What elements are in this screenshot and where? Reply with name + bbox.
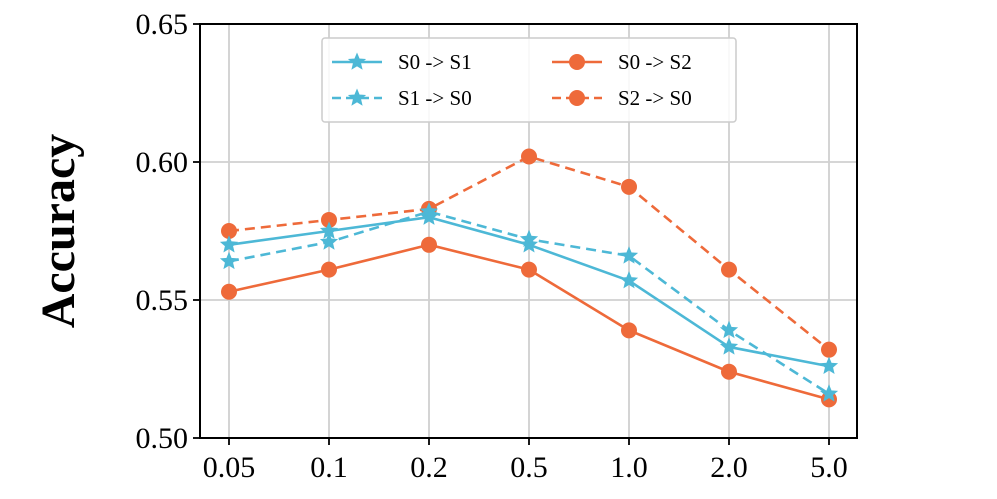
data-point <box>419 202 439 220</box>
legend-marker <box>347 52 367 70</box>
legend-label: S0 -> S1 <box>398 50 472 74</box>
legend-label: S2 -> S0 <box>618 86 692 110</box>
data-point <box>521 148 537 165</box>
data-point <box>719 320 739 339</box>
series-s0-s1 <box>219 207 839 374</box>
data-point <box>821 341 837 358</box>
x-tick-label: 2.0 <box>710 451 748 484</box>
data-point <box>321 211 337 228</box>
y-tick-label: 0.65 <box>136 8 189 41</box>
x-tick-label: 0.2 <box>410 451 448 484</box>
legend-label: S0 -> S2 <box>618 50 692 74</box>
legend-entry: S0 -> S1 <box>332 50 472 74</box>
data-point <box>319 232 339 250</box>
x-tick-label: 0.05 <box>203 451 256 484</box>
data-point <box>621 322 637 339</box>
data-point <box>819 356 839 374</box>
data-point <box>219 251 239 270</box>
series-layer <box>219 148 839 408</box>
data-point <box>221 223 237 239</box>
data-point <box>619 246 639 264</box>
legend-box <box>321 37 737 123</box>
series-s1-s0 <box>219 202 839 402</box>
legend: S0 -> S1 S1 -> S0 S0 -> S2 S2 -> S0 <box>321 37 737 123</box>
axis-layer: 0.05 0.1 0.2 0.5 1.0 2.0 5.0 0.50 0.55 0.60 0.65 <box>136 8 848 484</box>
data-point <box>619 271 639 289</box>
data-point <box>721 363 737 380</box>
data-point <box>621 178 637 195</box>
data-point <box>321 261 337 278</box>
legend-marker <box>569 90 585 106</box>
data-point <box>519 229 539 248</box>
legend-entry: S2 -> S0 <box>552 86 692 110</box>
legend-label: S1 -> S0 <box>398 86 472 110</box>
data-point <box>721 261 737 278</box>
data-point <box>221 283 237 300</box>
x-tick-label: 1.0 <box>610 451 648 484</box>
legend-entry: S1 -> S0 <box>332 86 472 110</box>
data-point <box>521 261 537 278</box>
x-tick-label: 5.0 <box>810 451 848 484</box>
legend-entry: S0 -> S2 <box>552 50 692 74</box>
x-tick-label: 0.5 <box>510 451 548 484</box>
y-tick-label: 0.50 <box>136 422 189 455</box>
y-tick-label: 0.55 <box>136 284 189 317</box>
data-point <box>819 384 839 402</box>
legend-marker <box>569 54 585 70</box>
data-point <box>519 235 539 253</box>
y-tick-label: 0.60 <box>136 146 189 179</box>
data-point <box>219 235 239 253</box>
data-point <box>421 236 437 253</box>
y-axis-label: Accuracy <box>32 134 85 329</box>
legend-marker <box>347 88 367 106</box>
x-tick-label: 0.1 <box>310 451 348 484</box>
data-point <box>719 337 739 355</box>
